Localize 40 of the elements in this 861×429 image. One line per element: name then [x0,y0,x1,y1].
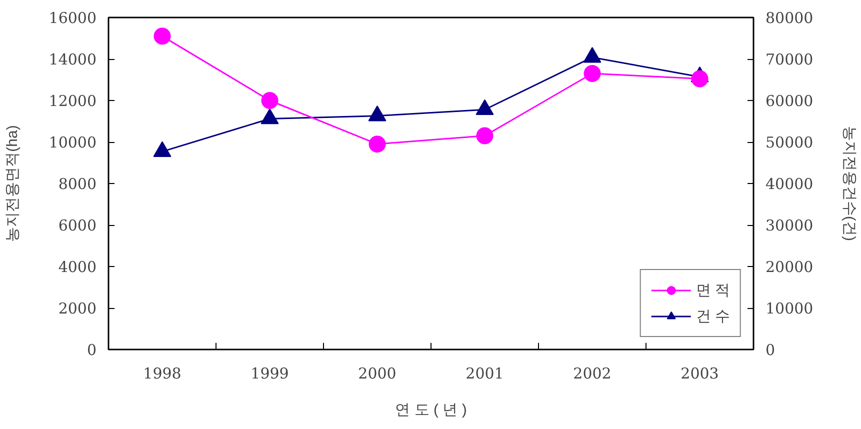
y2-tick-label: 70000 [766,50,814,68]
point [261,92,278,109]
y-tick-label: 4000 [58,258,97,276]
point [368,136,386,153]
y-tick-label: 2000 [58,300,97,318]
y2-tick-label: 0 [766,341,776,359]
y2-tick-label: 50000 [766,134,814,152]
y-tick-label: 8000 [58,175,97,193]
legend-label: 건 수 [696,306,730,326]
y2-tick-label: 60000 [766,92,814,110]
legend-label: 면 적 [696,280,730,300]
point [476,127,494,144]
point [153,141,172,157]
y-tick-label: 12000 [48,92,96,110]
y-tick-label: 14000 [48,50,96,68]
point [476,99,494,116]
x-tick-label: 2002 [573,364,612,382]
x-axis-title: 연 도 ( 년 ) [395,402,467,418]
y2-axis-title: 농지전용건수(건) [841,126,858,242]
point [368,106,386,122]
y-tick-label: 6000 [58,216,97,234]
y2-tick-label: 10000 [766,300,814,318]
x-tick-label: 2003 [680,364,719,382]
y2-tick-label: 80000 [766,9,814,27]
y2-tick-label: 30000 [766,216,814,234]
point [691,70,708,88]
point [260,108,279,124]
x-tick-label: 2000 [358,364,396,382]
y2-tick-label: 40000 [766,175,814,193]
y-axis-title: 농지전용면적(ha) [4,125,21,242]
y-tick-label: 16000 [48,9,96,27]
y2-tick-label: 20000 [766,258,814,276]
point [583,47,602,63]
x-tick-label: 2001 [466,364,504,382]
point [154,28,171,45]
y-tick-label: 10000 [48,134,96,152]
y-tick-label: 0 [86,341,97,359]
x-tick-label: 1998 [143,364,182,382]
x-tick-label: 1999 [250,364,289,382]
point [584,65,601,82]
